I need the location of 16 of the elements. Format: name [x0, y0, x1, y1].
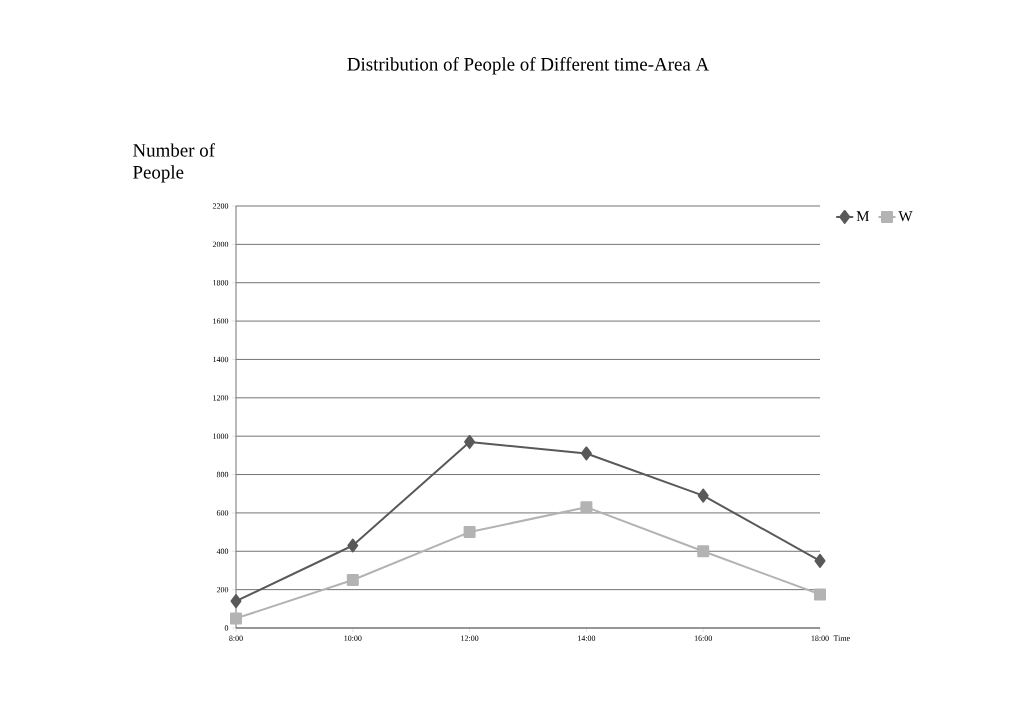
legend-label: M — [856, 211, 870, 222]
point — [580, 501, 593, 514]
point — [814, 553, 826, 568]
point — [230, 594, 242, 609]
point — [580, 446, 592, 461]
point — [463, 526, 476, 539]
point — [346, 574, 359, 587]
point — [464, 434, 476, 449]
chart-title: Distribution of People of Different time-Area A — [347, 57, 710, 75]
point — [697, 488, 709, 503]
point — [347, 538, 359, 553]
point — [230, 612, 242, 625]
y-axis-title: Number of People — [133, 143, 215, 183]
point — [697, 545, 710, 558]
legend-label: W — [898, 211, 913, 222]
point — [814, 588, 827, 601]
